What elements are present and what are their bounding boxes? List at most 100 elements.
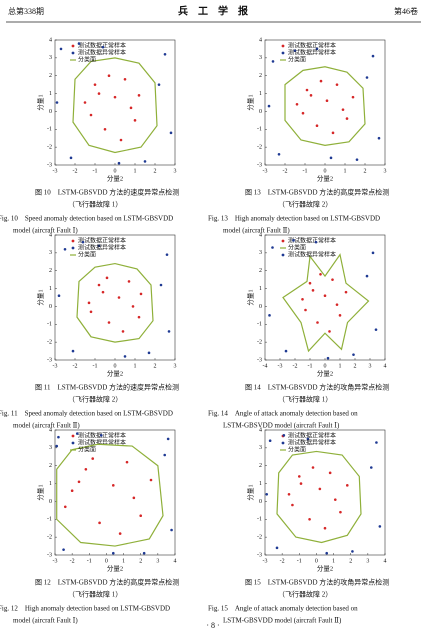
legend-swatch [281,253,285,257]
legend-label: 测试数据异常样本 [78,48,126,56]
x-axis-label: 分量2 [107,173,123,182]
legend-swatch [281,239,285,243]
header-right: 第46卷 [394,6,418,16]
x-tick-label: -2 [283,168,288,174]
y-tick-label: -1 [257,322,262,328]
point [93,83,97,86]
x-tick-label: 0 [105,558,108,564]
plot-frame [264,429,386,556]
point [105,276,109,280]
y-tick-label: 1 [259,286,262,292]
point [268,439,272,443]
x-tick-label: 0 [114,168,117,174]
point [365,274,369,278]
point [59,47,63,51]
point [77,42,81,45]
figure-caption: 图 10 LSTM-GBSVDD 方法的速度异常点检测 [35,188,179,197]
point [351,550,354,553]
point [142,551,146,555]
x-tick-label: 3 [174,363,177,369]
journal-title: 兵 工 学 报 [178,4,248,17]
x-tick-label: -2 [70,558,75,564]
x-axis-label: 分量2 [317,368,333,377]
y-tick-label: -3 [257,552,262,558]
figure-caption: （飞行器故障 2） [278,590,332,599]
x-axis-label: 分量2 [317,563,333,572]
point [301,111,305,115]
x-tick-label: -1 [93,168,98,174]
point [69,156,73,160]
legend-swatch [71,44,75,48]
y-tick-label: -2 [47,145,52,151]
x-tick-label: 3 [156,558,159,564]
x-tick-label: -3 [53,363,58,369]
x-tick-label: 1 [122,558,125,564]
y-tick-label: 3 [49,55,52,61]
legend-swatch [71,434,75,438]
point [277,152,281,156]
y-tick-label: 2 [259,268,262,274]
y-axis-label: 分量1 [245,289,254,305]
figure-caption: model (aircraft Fault Ⅰ) [13,227,78,235]
point [308,281,312,285]
point [319,272,322,276]
y-tick-label: 3 [259,55,262,61]
point [375,441,378,444]
point [318,487,322,491]
legend-label: 测试数据正常样本 [288,236,336,244]
point [377,136,381,140]
y-tick-label: -1 [257,517,262,523]
point [374,328,378,331]
y-tick-label: -3 [257,162,262,168]
point [323,294,327,298]
y-tick-label: 3 [259,250,262,256]
x-tick-label: -1 [303,168,308,174]
point [369,466,373,469]
point [84,467,88,471]
point [314,240,318,244]
point [107,321,111,324]
y-tick-label: 1 [49,286,52,292]
point [139,292,143,296]
y-tick-label: 2 [259,73,262,79]
boundary [56,443,164,547]
y-tick-label: 3 [259,445,262,451]
point [63,247,67,251]
point [123,355,127,358]
point [291,503,294,507]
legend-label: 分类面 [78,250,96,258]
x-tick-label: -2 [73,363,78,369]
y-tick-label: 0 [49,109,52,115]
x-tick-label: 2 [154,168,157,174]
x-tick-label: 4 [174,558,177,564]
x-tick-label: -3 [263,168,268,174]
figure-caption: 图 11 LSTM-GBSVDD 方法的速度异常点检测 [35,383,179,392]
x-tick-label: 1 [134,168,137,174]
plot-frame [264,39,386,166]
point [338,314,342,317]
figure-caption: （飞行器故障 2） [278,200,332,209]
point [371,251,375,255]
figure-caption: 图 15 LSTM-GBSVDD 方法的攻角异常点检测 [245,578,389,587]
point [287,492,291,496]
point [111,484,115,487]
point [304,308,307,312]
y-tick-label: -3 [47,357,52,363]
x-tick-label: 1 [339,363,342,369]
point [305,88,309,92]
figure-caption: LSTM-GBSVDD model (aircraft Fault Ⅰ) [223,422,340,430]
point [143,160,147,163]
figure-caption: 图 13 LSTM-GBSVDD 方法的高度异常点检测 [245,188,389,197]
point [306,437,310,441]
y-tick-label: 0 [259,109,262,115]
point [309,94,313,97]
x-tick-label: 4 [384,363,387,369]
x-tick-label: -3 [53,558,58,564]
legend-swatch [71,51,75,55]
y-tick-label: 0 [49,499,52,505]
legend-label: 测试数据异常样本 [288,438,336,446]
point [137,315,141,319]
point [344,290,348,294]
point [284,349,288,353]
point [62,548,65,551]
